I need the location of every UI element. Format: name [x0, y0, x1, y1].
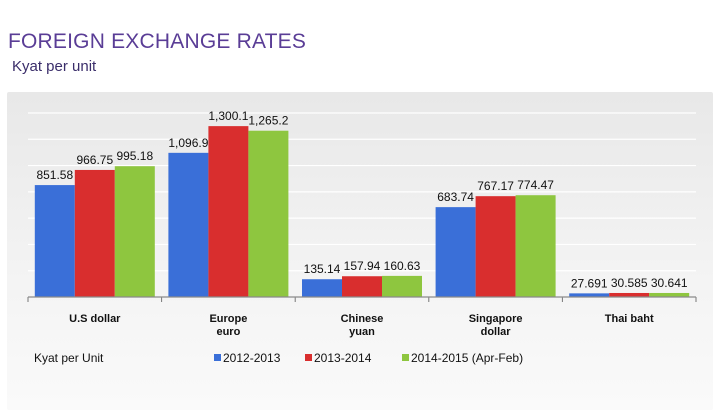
legend-label: 2013-2014 — [314, 351, 372, 365]
category-label: Thai baht — [605, 313, 654, 325]
data-label: 157.94 — [344, 259, 381, 273]
chart-title: FOREIGN EXCHANGE RATES — [8, 30, 307, 53]
y-axis-label: Kyat per Unit — [34, 351, 104, 365]
chart-subtitle: Kyat per unit — [12, 58, 97, 75]
data-label: 767.17 — [477, 179, 514, 193]
bar — [569, 293, 610, 297]
bar — [168, 152, 209, 297]
bar — [248, 130, 289, 297]
bar — [342, 276, 382, 297]
bar — [649, 292, 690, 297]
data-label: 851.58 — [36, 168, 73, 182]
legend-swatch — [305, 354, 312, 361]
data-label: 27.691 — [571, 276, 608, 290]
data-label: 160.63 — [384, 259, 421, 273]
category-label: Europe — [209, 313, 247, 325]
category-label: yuan — [349, 326, 375, 338]
data-label: 1,096.9 — [168, 136, 208, 150]
category-label: U.S dollar — [69, 313, 121, 325]
data-label: 966.75 — [76, 153, 113, 167]
bar — [435, 207, 476, 297]
category-label: Singapore — [469, 313, 523, 325]
data-label: 30.641 — [651, 276, 688, 290]
legend-swatch — [402, 354, 409, 361]
bar — [208, 126, 249, 297]
data-label: 774.47 — [517, 178, 554, 192]
data-label: 30.585 — [611, 276, 648, 290]
legend-label: 2012-2013 — [223, 351, 281, 365]
bar — [302, 279, 342, 297]
bar — [475, 196, 516, 297]
bar — [609, 292, 650, 297]
bar — [515, 195, 556, 297]
legend-swatch — [214, 354, 221, 361]
bar — [382, 275, 422, 297]
legend-label: 2014-2015 (Apr-Feb) — [411, 351, 523, 365]
bar — [34, 185, 75, 297]
data-label: 1,265.2 — [248, 114, 288, 128]
data-label: 1,300.1 — [208, 109, 248, 123]
category-label: Chinese — [341, 313, 384, 325]
data-label: 683.74 — [437, 190, 474, 204]
bar — [114, 166, 155, 297]
bar — [74, 169, 115, 297]
category-label: dollar — [481, 326, 512, 338]
data-label: 995.18 — [116, 149, 153, 163]
category-label: euro — [216, 326, 240, 338]
data-label: 135.14 — [304, 262, 341, 276]
